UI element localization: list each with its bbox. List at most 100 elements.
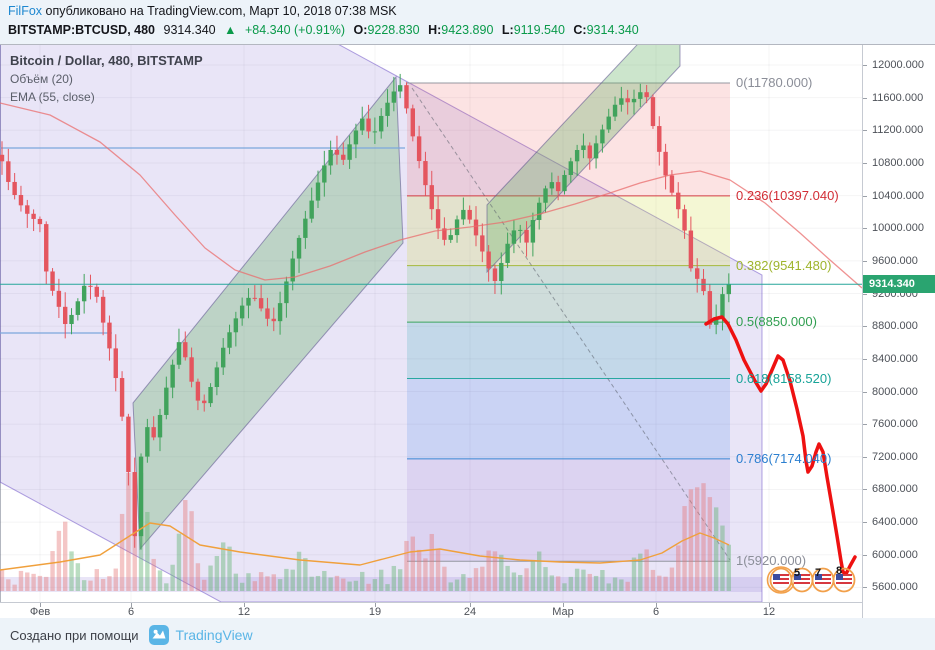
price-axis-label: 7600.000: [872, 418, 918, 431]
triangle-up-icon: ▲: [224, 23, 237, 37]
fib-label-1: 1(5920.000): [736, 553, 807, 569]
price-tick: [863, 424, 867, 426]
price-tick: [863, 456, 867, 458]
price-tick: [863, 130, 867, 132]
time-axis-label: Мар: [552, 606, 574, 618]
legend-volume-indicator[interactable]: Объём (20): [10, 72, 73, 86]
price-axis-label: 7200.000: [872, 450, 918, 463]
price-axis-label: 12000.000: [872, 59, 924, 71]
byline-text: опубликовано на TradingView.com, Март 10…: [42, 4, 397, 18]
price-tick: [863, 587, 867, 589]
time-axis-label: 6: [652, 606, 660, 618]
fib-label-0.236: 0.236(10397.040): [736, 187, 839, 203]
price-change: +84.340 (+0.91%): [244, 23, 346, 37]
flag-count-label: 7: [815, 567, 821, 579]
time-axis[interactable]: Фев 6 12 19 24 Мар 6 12: [0, 602, 862, 619]
time-axis-label: 24: [463, 606, 477, 618]
tradingview-brand-link[interactable]: TradingView: [175, 627, 253, 643]
price-axis[interactable]: 12000.000 11600.000 11200.000 10800.000 1040…: [862, 45, 935, 618]
purple-strip-drawing[interactable]: [0, 577, 762, 592]
tradingview-logo-icon[interactable]: [148, 625, 169, 645]
low-value: 9119.540: [513, 23, 565, 37]
time-tick: [769, 603, 770, 607]
price-axis-label: 9600.000: [872, 254, 918, 267]
price-tick: [863, 228, 867, 230]
price-axis-label: 5600.000: [872, 581, 918, 594]
flag-count-label: 8: [836, 565, 842, 577]
fib-band-0.382: [407, 265, 730, 323]
flag-stickers[interactable]: 5 7 8: [766, 565, 856, 594]
time-tick: [131, 603, 132, 607]
ema-line: [0, 102, 862, 289]
price-axis-label: 10000.000: [872, 222, 924, 235]
price-tick: [863, 326, 867, 328]
fib-label-0.786: 0.786(7174.040): [736, 450, 832, 466]
time-axis-label: Фев: [29, 606, 51, 618]
current-price-badge: 9314.340: [863, 275, 935, 294]
attribution-text: Создано при помощи: [10, 627, 139, 643]
legend-symbol[interactable]: Bitcoin / Dollar, 480, BITSTAMP: [10, 53, 203, 68]
price-tick: [863, 554, 867, 556]
price-axis-label: 6000.000: [872, 548, 918, 561]
candles-layer: [0, 73, 731, 550]
time-tick: [244, 603, 245, 607]
price-tick: [863, 97, 867, 99]
price-tick: [863, 489, 867, 491]
price-tick: [863, 260, 867, 262]
time-tick: [470, 603, 471, 607]
price-axis-label: 8000.000: [872, 385, 918, 398]
price-axis-label: 8400.000: [872, 352, 918, 365]
time-axis-label: 12: [237, 606, 251, 618]
purple-channel-drawing[interactable]: [0, 45, 763, 602]
fib-band-0.5: [407, 322, 730, 379]
flag-count-label: 5: [794, 567, 800, 579]
legend-ema-indicator[interactable]: EMA (55, close): [10, 90, 95, 104]
us-flag-icon[interactable]: [766, 566, 796, 594]
price-axis-label: 11600.000: [872, 91, 924, 104]
price-tick: [863, 162, 867, 164]
fib-label-0.618: 0.618(8158.520): [736, 370, 832, 386]
fib-label-0.382: 0.382(9541.480): [736, 257, 832, 273]
price-axis-label: 6800.000: [872, 483, 918, 496]
price-axis-label: 8800.000: [872, 320, 918, 333]
volume-ma-line: [0, 522, 730, 571]
price-tick: [863, 391, 867, 393]
high-label: H:: [428, 23, 442, 37]
time-tick: [656, 603, 657, 607]
fib-band-0.786: [407, 458, 730, 562]
time-axis-label: 6: [127, 606, 135, 618]
time-axis-label: 19: [368, 606, 382, 618]
symbol-label[interactable]: BITSTAMP:BTCUSD, 480: [8, 23, 156, 37]
time-tick: [375, 603, 376, 607]
price-tick: [863, 522, 867, 524]
open-value: 9228.830: [367, 23, 420, 37]
ticker-line: BITSTAMP:BTCUSD, 480 9314.340 ▲ +84.340 …: [8, 23, 644, 37]
high-value: 9423.890: [441, 23, 494, 37]
fib-label-0.5: 0.5(8850.000): [736, 314, 817, 330]
attribution-footer: Создано при помощи TradingView: [0, 618, 935, 649]
price-chart[interactable]: 5 7 8: [0, 45, 862, 602]
price-axis-label: 10800.000: [872, 156, 924, 169]
dashed-trendline-drawing[interactable]: [411, 87, 731, 561]
byline: FilFox опубликовано на TradingView.com, …: [8, 4, 397, 18]
close-label: C:: [573, 23, 587, 37]
time-tick: [40, 603, 41, 607]
open-label: O:: [353, 23, 368, 37]
close-value: 9314.340: [586, 23, 639, 37]
price-tick: [863, 358, 867, 360]
publication-header: FilFox опубликовано на TradingView.com, …: [0, 0, 935, 44]
us-flag-icon[interactable]: [832, 567, 856, 593]
fib-band-0: [407, 82, 730, 196]
price-axis-label: 11200.000: [872, 124, 924, 137]
price-axis-label: 6400.000: [872, 516, 918, 529]
red-freehand-drawing[interactable]: [704, 315, 857, 576]
author-link[interactable]: FilFox: [8, 4, 43, 18]
price-tick: [863, 195, 867, 197]
fib-band-0.618: [407, 378, 730, 459]
price-tick: [863, 293, 867, 295]
time-axis-label: 12: [762, 606, 776, 618]
time-tick: [563, 603, 564, 607]
price-axis-label: 10400.000: [872, 189, 924, 202]
fib-label-0: 0(11780.000): [736, 74, 813, 90]
chart-legend: Bitcoin / Dollar, 480, BITSTAMP Объём (2…: [10, 52, 203, 106]
